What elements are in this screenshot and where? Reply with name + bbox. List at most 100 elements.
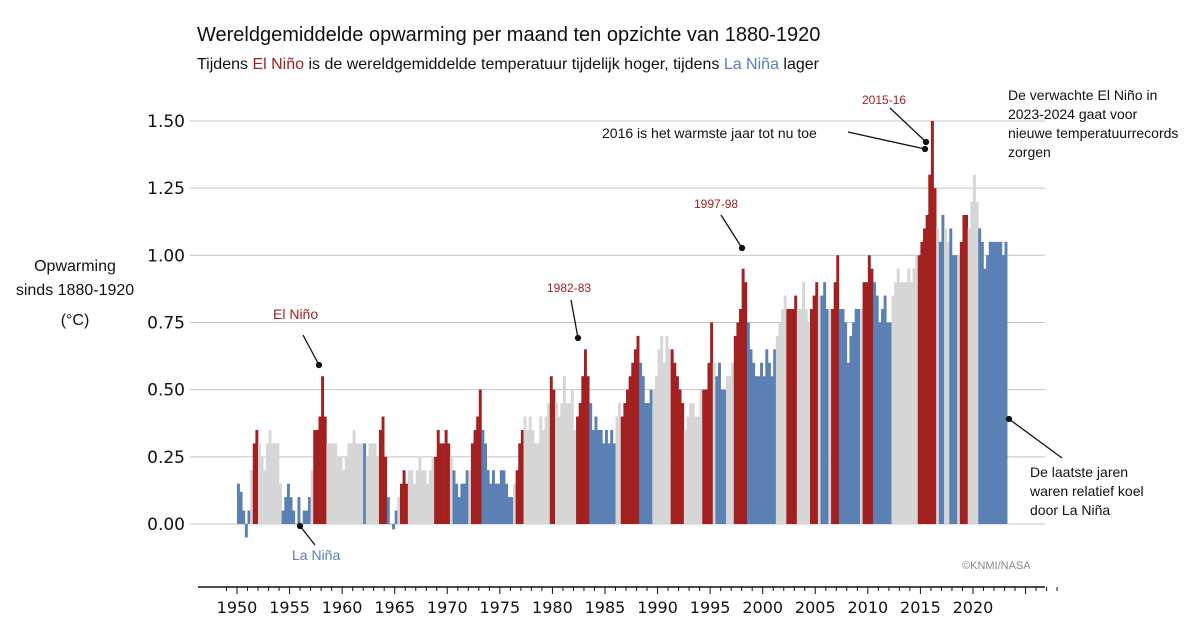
bar-2008-q2 <box>849 335 853 524</box>
bar-2004-q3 <box>810 309 813 524</box>
bar-2008-q1 <box>846 362 850 524</box>
bar-1979-q1 <box>541 429 545 524</box>
bar-2009-q3 <box>862 282 866 524</box>
bar-1969-q2 <box>439 443 443 524</box>
bar-1996-q1 <box>720 389 724 524</box>
bar-1968-q1 <box>426 483 430 524</box>
bar-2006-q1 <box>825 309 829 524</box>
bar-1978-q3 <box>536 443 540 524</box>
bar-2018-q3 <box>957 255 961 525</box>
bar-1997-q2 <box>733 335 737 524</box>
bar-1982-q3 <box>578 403 582 524</box>
bar-1970-q3 <box>452 470 456 524</box>
bar-1957-q1 <box>310 470 314 524</box>
bar-1953-q2 <box>271 443 275 524</box>
bar-1971-q2 <box>460 483 464 524</box>
bar-1963-q2 <box>376 456 380 524</box>
bar-1985-q2 <box>607 443 611 524</box>
bar-2014-q4 <box>917 255 921 525</box>
subtitle-text: is de wereldgemiddelde temperatuur tijde… <box>304 56 724 73</box>
bar-1950-q3 <box>242 510 246 524</box>
leader-dot <box>315 361 323 369</box>
bar-1995-q3 <box>715 376 719 524</box>
bar-1988-q1 <box>636 335 640 524</box>
bar-1960-q4 <box>350 443 353 524</box>
x-tick-label: 1990 <box>637 598 678 617</box>
bar-1989-q2 <box>649 389 653 524</box>
bar-1974-q4 <box>497 483 501 524</box>
bar-1991-q3 <box>673 362 677 524</box>
x-tick-label: 1975 <box>479 598 520 617</box>
bar-2020-q1 <box>972 174 976 524</box>
bar-2019-q1 <box>962 214 966 524</box>
bar-1962-q4 <box>371 443 374 524</box>
bar-2022-q3 <box>999 241 1003 525</box>
bar-2014-q3 <box>915 255 919 525</box>
bar-1976-q3 <box>515 470 519 524</box>
bar-2002-q4 <box>791 309 795 524</box>
bar-1981-q1 <box>562 376 566 524</box>
bar-1958-q2 <box>323 416 327 524</box>
bar-1969-q4 <box>444 429 448 524</box>
bar-1972-q1 <box>468 470 472 524</box>
bar-1982-q4 <box>581 376 585 524</box>
bar-1974-q2 <box>491 470 495 524</box>
bar-1956-q2 <box>302 510 306 524</box>
bar-1954-q3 <box>284 497 288 524</box>
bar-1988-q2 <box>639 362 643 524</box>
bar-2011-q4 <box>886 322 890 524</box>
bar-1997-q3 <box>736 322 740 524</box>
bar-2005-q3 <box>820 295 824 524</box>
bar-1958-q1 <box>321 376 325 524</box>
bar-1984-q2 <box>597 429 601 524</box>
bar-1975-q3 <box>505 483 509 524</box>
bar-1961-q3 <box>357 443 361 524</box>
bar-2019-q4 <box>970 201 974 524</box>
credit: ©KNMI/NASA <box>962 560 1031 572</box>
bar-2009-q4 <box>865 282 869 524</box>
bar-2005-q1 <box>815 282 819 524</box>
bar-2015-q2 <box>923 228 926 524</box>
subtitle-el-nino: El Niño <box>252 56 305 73</box>
bar-2013-q1 <box>899 282 903 524</box>
x-tick-label: 1995 <box>690 598 731 617</box>
bar-1999-q2 <box>754 376 758 524</box>
bar-1988-q4 <box>644 403 648 524</box>
annotation-1982-83: 1982-83 <box>547 281 592 295</box>
bar-1981-q4 <box>570 389 574 524</box>
bar-1984-q4 <box>602 443 606 524</box>
bar-1986-q3 <box>620 416 624 524</box>
bar-2003-q2 <box>796 309 800 524</box>
bar-1964-q1 <box>384 456 388 524</box>
bar-2013-q4 <box>907 268 911 524</box>
leader-dot <box>296 522 304 530</box>
bar-1987-q4 <box>633 349 637 524</box>
bar-2022-q4 <box>1001 255 1005 525</box>
bar-1968-q3 <box>431 456 435 524</box>
bar-1999-q4 <box>760 362 763 524</box>
bar-1996-q3 <box>725 376 729 524</box>
bar-1966-q3 <box>410 470 414 524</box>
bar-1977-q3 <box>526 429 530 524</box>
bar-1986-q2 <box>618 403 622 524</box>
bar-2012-q1 <box>888 322 892 524</box>
bar-1950-q4 <box>244 524 248 538</box>
bar-2002-q2 <box>786 309 790 524</box>
bar-1965-q2 <box>397 497 401 524</box>
leader-dot <box>574 334 582 342</box>
bar-2008-q3 <box>852 322 855 524</box>
bar-2009-q1 <box>857 309 861 524</box>
bar-2003-q3 <box>799 309 803 524</box>
x-tick-label: 1980 <box>532 598 573 617</box>
bar-1991-q1 <box>668 349 672 524</box>
bar-1980-q4 <box>560 403 564 524</box>
bar-1979-q2 <box>544 416 548 524</box>
bar-1983-q3 <box>589 403 593 524</box>
chart-subtitle: Tijdens El Niño is de wereldgemiddelde t… <box>197 56 819 74</box>
bar-2007-q3 <box>841 309 845 524</box>
bar-1999-q1 <box>752 362 756 524</box>
bar-1998-q2 <box>744 282 748 524</box>
bar-1957-q3 <box>315 429 319 524</box>
bar-1953-q3 <box>273 443 277 524</box>
bar-1967-q1 <box>415 470 419 524</box>
